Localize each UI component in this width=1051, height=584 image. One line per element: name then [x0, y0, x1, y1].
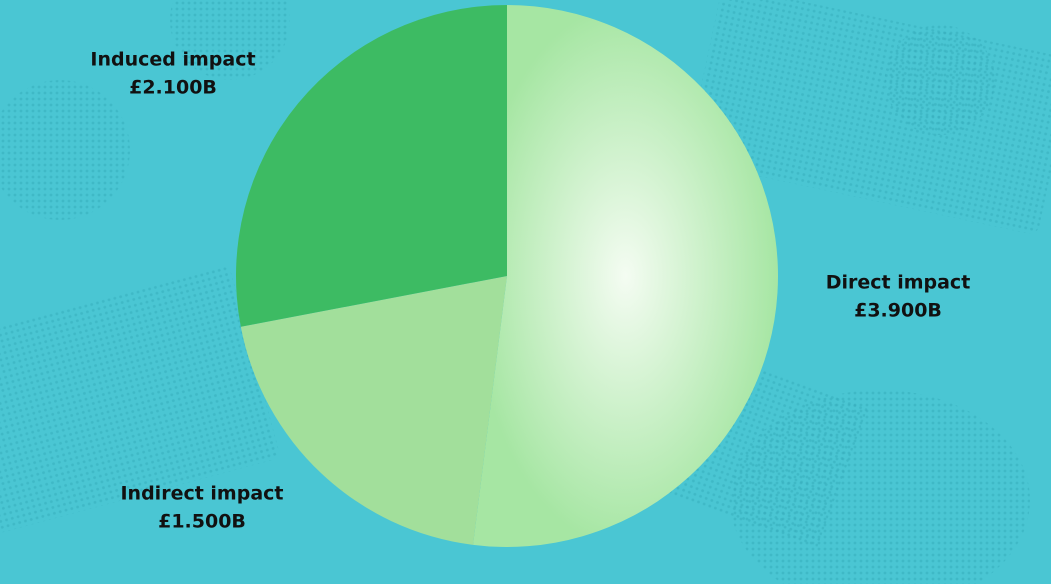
value-label: £3.900B	[854, 300, 942, 322]
pie	[235, 5, 778, 547]
value-label: £2.100B	[129, 77, 217, 99]
slice-label: Indirect impact	[120, 483, 283, 505]
pie-slice	[240, 276, 507, 545]
slice-label: Induced impact	[90, 49, 255, 71]
slice-label: Direct impact	[826, 272, 971, 294]
value-label: £1.500B	[158, 511, 246, 533]
labels: Direct impact £3.900B Indirect impact £1.50…	[90, 49, 970, 533]
pie-slice	[473, 5, 778, 547]
pie-slice	[235, 5, 507, 327]
